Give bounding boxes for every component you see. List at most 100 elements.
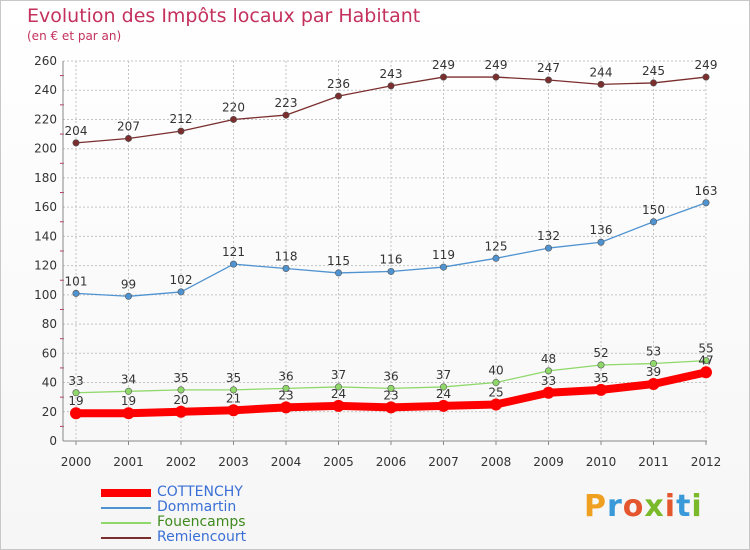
data-label: 220: [222, 100, 245, 114]
data-point: [72, 389, 80, 397]
x-tick-label: 2012: [691, 455, 722, 469]
data-label: 37: [331, 368, 346, 382]
data-label: 34: [121, 372, 136, 386]
data-label: 53: [646, 345, 661, 359]
data-label: 36: [383, 369, 398, 383]
x-tick-label: 2002: [166, 455, 197, 469]
x-tick-label: 2000: [61, 455, 92, 469]
y-tick-label: 120: [34, 259, 57, 273]
x-tick-label: 2006: [376, 455, 407, 469]
data-label: 132: [537, 229, 560, 243]
data-label: 23: [278, 388, 293, 402]
legend-label: Remiencourt: [157, 529, 247, 545]
data-point: [385, 401, 397, 414]
legend-label: COTTENCHY: [157, 484, 243, 500]
y-tick-label: 0: [49, 434, 57, 448]
data-point: [125, 134, 133, 142]
y-tick-label: 20: [42, 405, 57, 419]
data-point: [282, 265, 290, 273]
x-tick-label: 2005: [323, 455, 354, 469]
data-point: [334, 269, 342, 277]
data-label: 101: [65, 274, 88, 288]
data-point: [125, 387, 133, 395]
data-label: 19: [121, 394, 136, 408]
data-point: [122, 407, 135, 420]
data-label: 36: [278, 369, 293, 383]
y-tick-label: 180: [34, 171, 57, 185]
data-label: 247: [537, 61, 560, 75]
data-point: [597, 361, 605, 369]
y-tick-label: 160: [34, 200, 57, 214]
y-tick-label: 140: [34, 229, 57, 243]
legend-swatch: [101, 537, 151, 539]
data-label: 223: [275, 96, 298, 110]
data-label: 21: [226, 391, 241, 405]
data-label: 243: [380, 67, 403, 81]
y-tick-label: 100: [34, 288, 57, 302]
x-tick-label: 2008: [481, 455, 512, 469]
data-point: [177, 288, 185, 296]
data-label: 118: [275, 250, 298, 264]
data-point: [595, 383, 607, 396]
data-point: [490, 398, 502, 411]
data-label: 52: [593, 346, 608, 360]
y-tick-label: 260: [34, 54, 57, 68]
data-label: 19: [68, 394, 83, 408]
data-point: [542, 386, 555, 399]
data-label: 121: [222, 245, 245, 259]
data-point: [282, 384, 290, 392]
data-label: 102: [170, 273, 193, 287]
data-label: 25: [488, 385, 503, 399]
data-label: 249: [695, 58, 718, 72]
data-label: 244: [590, 65, 613, 79]
data-point: [387, 82, 395, 90]
data-point: [700, 366, 712, 379]
data-label: 48: [541, 352, 556, 366]
data-point: [387, 267, 395, 275]
x-tick-label: 2004: [271, 455, 302, 469]
y-tick-label: 200: [34, 142, 57, 156]
data-label: 245: [642, 64, 665, 78]
data-point: [544, 76, 552, 84]
data-label: 33: [68, 374, 83, 388]
data-point: [230, 115, 238, 123]
data-point: [334, 383, 342, 391]
data-point: [492, 254, 500, 262]
data-label: 150: [642, 203, 665, 217]
x-tick-label: 2007: [428, 455, 459, 469]
y-tick-label: 220: [34, 112, 57, 126]
data-label: 115: [327, 254, 350, 268]
data-point: [702, 73, 710, 81]
data-label: 37: [436, 368, 451, 382]
y-tick-label: 60: [42, 346, 57, 360]
data-point: [125, 292, 133, 300]
data-point: [280, 401, 292, 414]
data-label: 35: [593, 371, 608, 385]
data-point: [437, 399, 450, 412]
data-label: 236: [327, 77, 350, 91]
data-label: 249: [432, 58, 455, 72]
x-tick-label: 2003: [218, 455, 249, 469]
data-point: [702, 357, 710, 365]
data-point: [175, 405, 187, 418]
data-point: [177, 127, 185, 135]
proxiti-logo: Proxiti: [584, 489, 703, 524]
data-point: [439, 263, 447, 271]
legend-swatch: [101, 522, 151, 524]
data-point: [439, 383, 447, 391]
x-tick-label: 2011: [638, 455, 669, 469]
x-tick-label: 2010: [586, 455, 617, 469]
gridlines: [63, 60, 707, 441]
data-point: [70, 407, 82, 420]
data-label: 24: [331, 387, 346, 401]
legend-swatch: [101, 489, 151, 497]
data-point: [282, 111, 290, 119]
data-label: 23: [383, 388, 398, 402]
data-label: 35: [226, 371, 241, 385]
data-point: [492, 73, 500, 81]
data-label: 35: [173, 371, 188, 385]
data-point: [597, 80, 605, 88]
data-point: [72, 139, 80, 147]
x-tick-label: 2009: [533, 455, 564, 469]
